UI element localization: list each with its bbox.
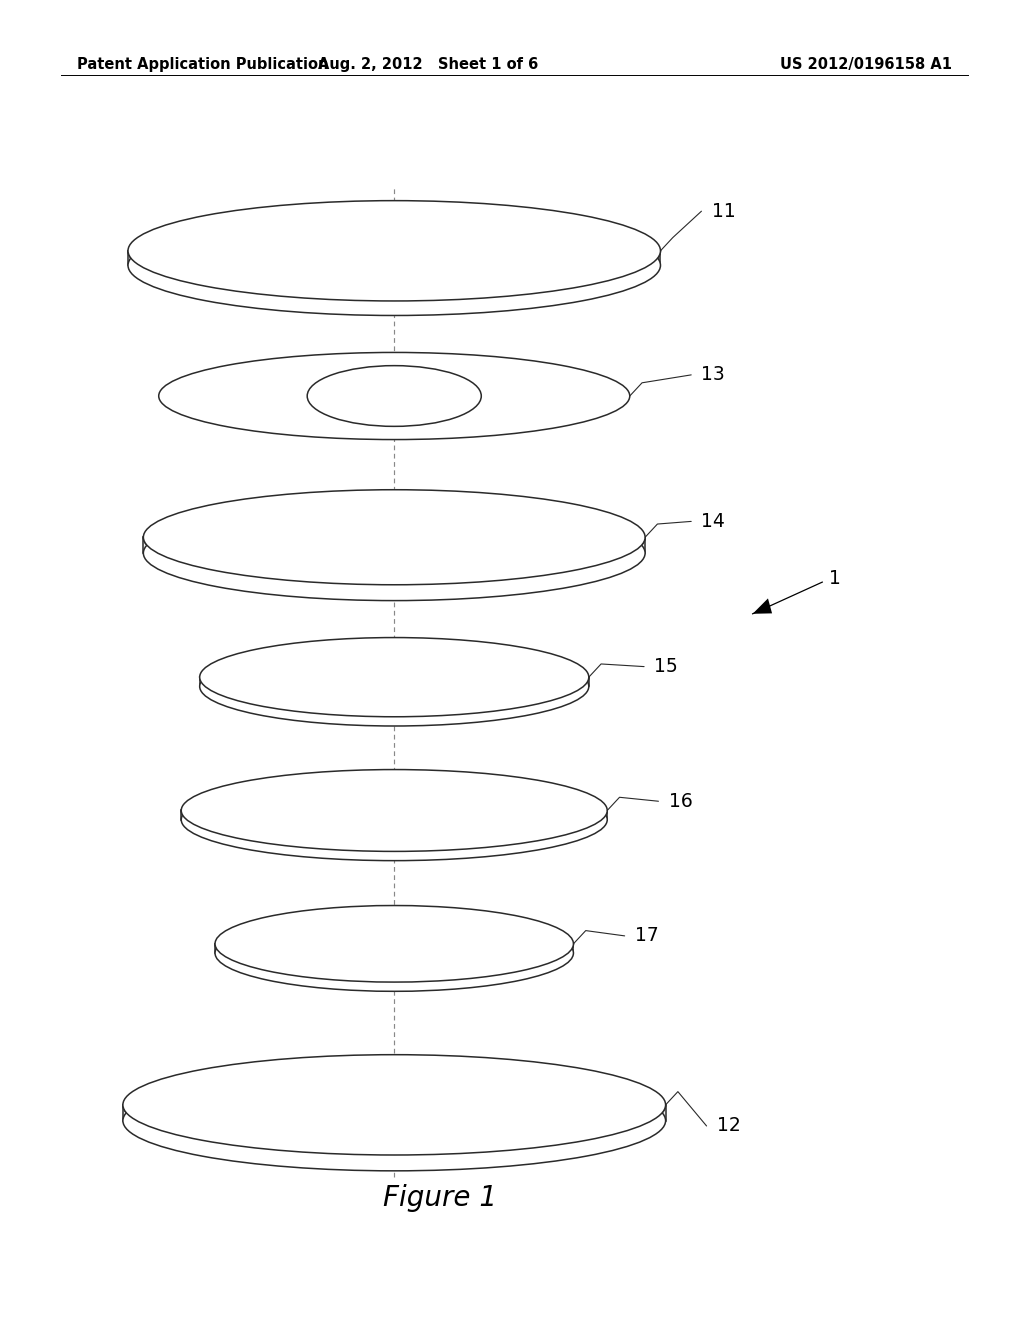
Text: 16: 16 xyxy=(669,792,692,810)
Text: 14: 14 xyxy=(701,512,725,531)
Text: 1: 1 xyxy=(829,569,842,587)
Polygon shape xyxy=(128,251,660,315)
Ellipse shape xyxy=(215,915,573,991)
Text: 17: 17 xyxy=(635,927,658,945)
Ellipse shape xyxy=(143,490,645,585)
Ellipse shape xyxy=(128,201,660,301)
Text: 15: 15 xyxy=(654,657,678,676)
Text: Figure 1: Figure 1 xyxy=(383,1184,498,1212)
Ellipse shape xyxy=(159,352,630,440)
Text: Aug. 2, 2012   Sheet 1 of 6: Aug. 2, 2012 Sheet 1 of 6 xyxy=(317,57,539,71)
Ellipse shape xyxy=(128,215,660,315)
Polygon shape xyxy=(143,537,645,601)
Ellipse shape xyxy=(123,1071,666,1171)
Ellipse shape xyxy=(123,1055,666,1155)
Text: 13: 13 xyxy=(701,366,725,384)
Ellipse shape xyxy=(307,366,481,426)
Ellipse shape xyxy=(143,506,645,601)
Ellipse shape xyxy=(181,779,607,861)
Text: Patent Application Publication: Patent Application Publication xyxy=(77,57,329,71)
Text: 11: 11 xyxy=(712,202,735,220)
Ellipse shape xyxy=(215,906,573,982)
Text: 12: 12 xyxy=(717,1117,740,1135)
Ellipse shape xyxy=(181,770,607,851)
Text: US 2012/0196158 A1: US 2012/0196158 A1 xyxy=(780,57,952,71)
Ellipse shape xyxy=(200,638,589,717)
Polygon shape xyxy=(753,598,772,614)
Polygon shape xyxy=(123,1105,666,1171)
Ellipse shape xyxy=(200,647,589,726)
